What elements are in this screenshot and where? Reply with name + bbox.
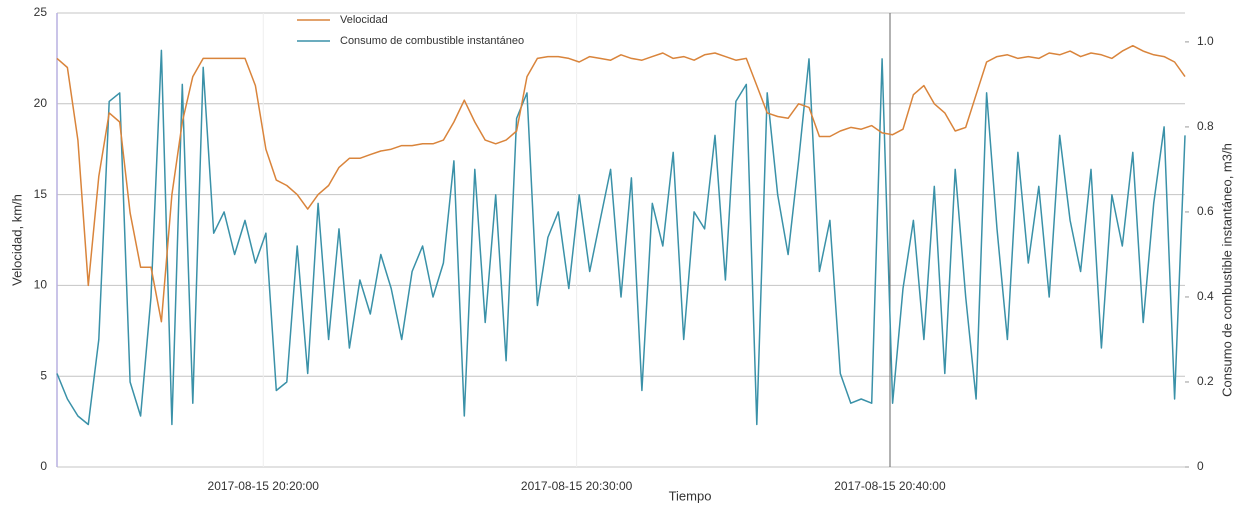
x-tick-label: 2017-08-15 20:40:00 xyxy=(834,479,946,493)
series-line xyxy=(56,49,1186,426)
y-tick-label: 25 xyxy=(34,5,48,19)
y-tick-label: 5 xyxy=(40,368,47,382)
series-line xyxy=(56,44,1186,323)
y2-tick-label: 0.8 xyxy=(1197,119,1214,133)
y-tick-label: 10 xyxy=(34,278,48,292)
y2-tick-label: 0.2 xyxy=(1197,374,1214,388)
y-tick-label: 20 xyxy=(34,96,48,110)
legend-label: Velocidad xyxy=(340,14,388,26)
y2-tick-label: 0.4 xyxy=(1197,289,1214,303)
x-axis-label: Tiempo xyxy=(669,488,712,503)
y2-axis-label: Consumo de combustible instantáneo, m3/h xyxy=(1219,143,1234,397)
x-tick-label: 2017-08-15 20:30:00 xyxy=(521,479,633,493)
y2-tick-label: 0 xyxy=(1197,459,1204,473)
x-tick-label: 2017-08-15 20:20:00 xyxy=(208,479,320,493)
legend-label: Consumo de combustible instantáneo xyxy=(340,35,524,47)
y-tick-label: 15 xyxy=(34,187,48,201)
y2-tick-label: 1.0 xyxy=(1197,34,1214,48)
y-axis-label: Velocidad, km/h xyxy=(9,194,24,286)
y-tick-label: 0 xyxy=(40,459,47,473)
y2-tick-label: 0.6 xyxy=(1197,204,1214,218)
